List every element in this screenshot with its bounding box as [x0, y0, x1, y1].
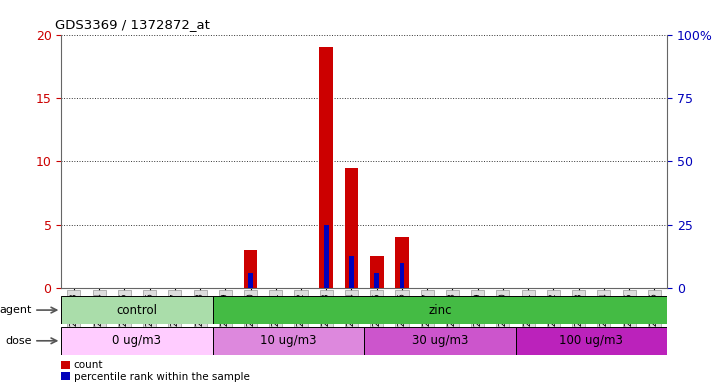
- Bar: [349, 257, 354, 288]
- Bar: [345, 168, 358, 288]
- Bar: [213, 296, 667, 324]
- Bar: [244, 250, 257, 288]
- Bar: [516, 327, 667, 355]
- Text: percentile rank within the sample: percentile rank within the sample: [74, 372, 249, 382]
- Text: zinc: zinc: [428, 304, 451, 316]
- Bar: [213, 327, 364, 355]
- Text: 10 ug/m3: 10 ug/m3: [260, 334, 317, 347]
- Text: 30 ug/m3: 30 ug/m3: [412, 334, 468, 347]
- Text: 0 ug/m3: 0 ug/m3: [112, 334, 162, 347]
- Bar: [374, 273, 379, 288]
- Text: GDS3369 / 1372872_at: GDS3369 / 1372872_at: [56, 18, 210, 31]
- Bar: [399, 263, 404, 288]
- Text: agent: agent: [0, 305, 32, 315]
- Bar: [61, 296, 213, 324]
- Bar: [61, 327, 213, 355]
- Text: dose: dose: [6, 336, 32, 346]
- Text: control: control: [117, 304, 157, 316]
- Bar: [319, 47, 333, 288]
- Bar: [364, 327, 516, 355]
- Text: 100 ug/m3: 100 ug/m3: [559, 334, 623, 347]
- Bar: [370, 257, 384, 288]
- Bar: [248, 273, 253, 288]
- Bar: [395, 237, 409, 288]
- Bar: [324, 225, 329, 288]
- Text: count: count: [74, 360, 103, 370]
